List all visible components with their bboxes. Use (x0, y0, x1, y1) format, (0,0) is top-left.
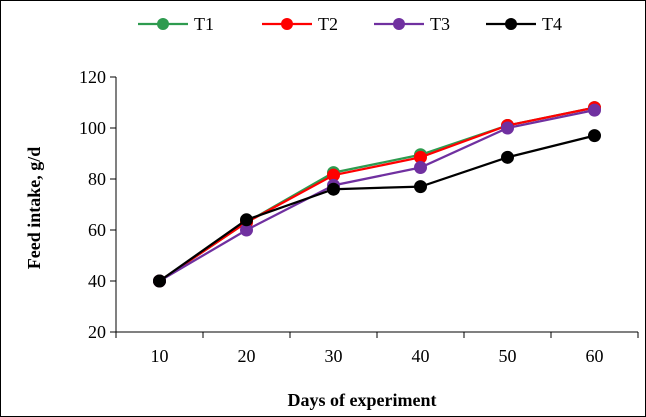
series-line-t2 (158, 106, 595, 282)
series-line-t4 (158, 134, 595, 282)
y-tick-label: 80 (88, 169, 106, 189)
series-line-t3 (158, 109, 595, 282)
data-point-t3 (501, 121, 514, 135)
legend-label: T4 (542, 14, 562, 34)
data-point-t4 (327, 182, 340, 196)
y-tick-label: 20 (88, 322, 106, 342)
x-axis-title: Days of experiment (288, 390, 437, 410)
data-point-t4 (501, 150, 514, 164)
x-tick-label: 20 (238, 346, 256, 366)
legend-item-t2: T2 (262, 14, 338, 34)
series-t4 (153, 129, 601, 288)
legend-marker (505, 18, 517, 30)
y-axis-title: Feed intake, g/d (24, 147, 44, 270)
legend-item-t1: T1 (138, 14, 214, 34)
y-tick-label: 120 (79, 67, 106, 87)
data-point-t4 (240, 213, 253, 227)
data-point-t4 (588, 129, 601, 143)
legend-marker (281, 18, 293, 30)
x-tick-label: 60 (586, 346, 604, 366)
y-tick-label: 40 (88, 271, 106, 291)
data-point-t4 (153, 274, 166, 288)
data-point-t3 (414, 161, 427, 175)
legend-label: T2 (318, 14, 338, 34)
legend-item-t3: T3 (374, 14, 450, 34)
legend-marker (393, 18, 405, 30)
legend-label: T3 (430, 14, 450, 34)
legend-marker (157, 18, 169, 30)
series-group (153, 101, 601, 288)
legend: T1 T2 T3 T4 (138, 14, 562, 34)
x-axis-ticks: 10 20 30 40 50 60 (115, 332, 639, 366)
x-tick-label: 30 (325, 346, 343, 366)
y-tick-label: 60 (88, 220, 106, 240)
legend-item-t4: T4 (486, 14, 562, 34)
y-axis-ticks: 20 40 60 80 100 120 (79, 67, 116, 342)
data-point-t4 (414, 180, 427, 194)
x-tick-label: 40 (412, 346, 430, 366)
y-tick-label: 100 (79, 118, 106, 138)
legend-label: T1 (194, 14, 214, 34)
x-tick-label: 50 (499, 346, 517, 366)
x-tick-label: 10 (151, 346, 169, 366)
data-point-t3 (588, 103, 601, 117)
